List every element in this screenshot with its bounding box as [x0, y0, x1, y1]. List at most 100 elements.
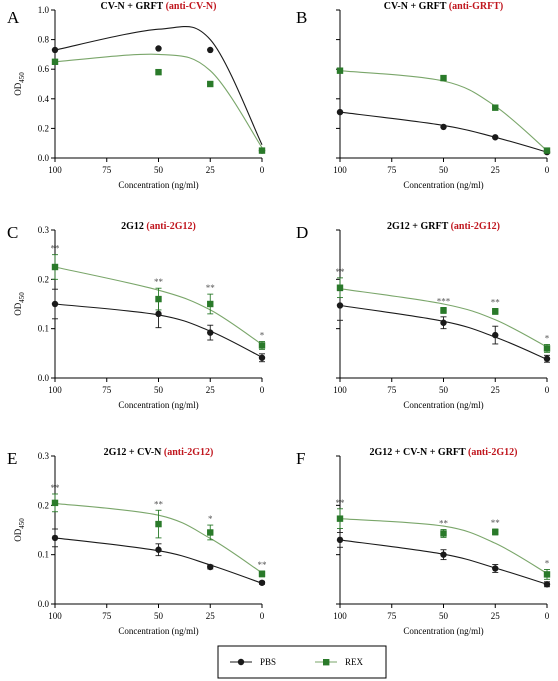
panel-title-highlight: (anti-CV-N): [166, 1, 217, 12]
y-tick-label: 0.0: [38, 153, 50, 163]
legend-marker-pbs: [237, 658, 245, 666]
series-rex-point: [543, 345, 551, 352]
series-pbs-point: [336, 536, 344, 544]
panel-title: CV-N + GRFT (anti-CV-N): [101, 1, 217, 12]
x-tick-label: 25: [206, 385, 216, 395]
x-tick-label: 25: [206, 611, 216, 621]
x-tick-label: 50: [154, 385, 164, 395]
series-rex-point: [51, 263, 59, 271]
significance-marker: ***: [437, 296, 451, 306]
panel-c: C 2G12 (anti-2G12) 0.0 0.1 0.2 0.3 100 75 50 25 0 C…: [7, 221, 266, 410]
series-rex-point: [440, 307, 447, 314]
series-pbs-point: [155, 45, 162, 52]
panel-a: A CV-N + GRFT (anti-CV-N) 0.0 0.2 0.4 0.6 0.8 1…: [7, 1, 266, 190]
series-rex-point: [492, 308, 499, 315]
y-tick-label: 0.1: [38, 550, 49, 560]
legend-label-rex: REX: [345, 657, 364, 667]
panel-title-highlight: (anti-2G12): [451, 221, 500, 232]
x-tick-label: 50: [439, 165, 449, 175]
y-axis-label: OD450: [13, 518, 26, 542]
significance-marker: **: [51, 483, 61, 493]
series-rex-point: [258, 147, 266, 154]
panel-title: 2G12 (anti-2G12): [121, 221, 196, 232]
series-rex-fit-line: [339, 518, 548, 574]
series-rex-fit-line: [54, 266, 263, 345]
y-tick-label: 0.8: [38, 35, 50, 45]
series-pbs-fit-line: [339, 111, 548, 153]
y-tick-label: 0.2: [38, 274, 49, 284]
x-tick-label: 75: [387, 611, 397, 621]
series-pbs-point: [492, 331, 499, 339]
series-rex-point: [440, 530, 447, 537]
x-tick-label: 0: [260, 385, 265, 395]
significance-marker: **: [258, 560, 268, 570]
series-pbs-fit-line: [54, 537, 263, 584]
panel-f: F 2G12 + CV-N + GRFT (anti-2G12) 100 75 50 25…: [296, 447, 551, 636]
x-tick-label: 25: [491, 165, 501, 175]
panel-b: B CV-N + GRFT (anti-GRFT) 100 75 50 25 0 Concen…: [296, 1, 551, 190]
series-rex-point: [155, 520, 162, 528]
series-rex-point: [51, 58, 59, 65]
x-axis-label: Concentration (ng/ml): [118, 180, 198, 190]
significance-marker: *: [545, 333, 550, 343]
panel-title-highlight: (anti-GRFT): [449, 1, 503, 12]
x-tick-label: 100: [48, 165, 62, 175]
panel-letter: E: [7, 449, 17, 468]
panel-d: D 2G12 + GRFT (anti-2G12) 100 75 50 25 0 Concen…: [296, 221, 551, 410]
series-pbs-point: [492, 134, 499, 141]
series-pbs-fit-line: [339, 304, 548, 360]
series-rex-point: [440, 74, 447, 82]
significance-marker: **: [206, 283, 216, 293]
x-tick-label: 75: [102, 165, 112, 175]
series-rex-fit-line: [54, 502, 263, 574]
series-pbs-point: [492, 565, 499, 572]
x-axis-label: Concentration (ng/ml): [118, 626, 198, 636]
y-tick-label: 0.3: [38, 451, 50, 461]
panel-title-main: CV-N + GRFT: [101, 1, 166, 12]
panel-title-main: 2G12 + CV-N: [104, 447, 164, 458]
panel-letter: B: [296, 8, 307, 27]
x-tick-label: 50: [154, 165, 164, 175]
panel-title-highlight: (anti-2G12): [146, 221, 195, 232]
panel-letter: D: [296, 223, 308, 242]
legend-label-pbs: PBS: [260, 657, 276, 667]
panel-title-highlight: (anti-2G12): [164, 447, 213, 458]
x-tick-label: 0: [545, 385, 550, 395]
panel-title-main: 2G12 + CV-N + GRFT: [370, 447, 469, 458]
series-pbs-point: [51, 300, 59, 308]
series-rex-point: [336, 284, 344, 291]
panel-title-highlight: (anti-2G12): [468, 447, 517, 458]
panel-title: 2G12 + CV-N + GRFT (anti-2G12): [370, 447, 518, 458]
series-rex-point: [51, 499, 59, 507]
series-rex-point: [207, 80, 214, 88]
x-tick-label: 75: [102, 385, 112, 395]
series-pbs-point: [51, 534, 59, 542]
series-pbs-fit-line: [54, 26, 263, 145]
series-rex-point: [336, 515, 344, 522]
series-rex-point: [155, 68, 162, 76]
x-axis-label: Concentration (ng/ml): [403, 626, 483, 636]
series-rex-fit-line: [339, 288, 548, 348]
y-tick-label: 0.4: [38, 94, 50, 104]
y-tick-label: 1.0: [38, 5, 50, 15]
series-rex-point: [155, 295, 162, 303]
significance-marker: **: [154, 499, 164, 509]
series-pbs-point: [440, 123, 447, 131]
x-tick-label: 0: [260, 611, 265, 621]
x-tick-label: 100: [333, 385, 347, 395]
significance-marker: **: [439, 519, 449, 529]
series-pbs-fit-line: [54, 303, 263, 358]
panel-letter: A: [7, 8, 20, 27]
x-tick-label: 25: [491, 611, 501, 621]
series-pbs-point: [51, 46, 59, 54]
series-rex-point: [543, 147, 551, 154]
legend: PBS REX: [217, 645, 387, 679]
panel-letter: F: [296, 449, 305, 468]
panel-title: 2G12 + CV-N (anti-2G12): [104, 447, 214, 458]
series-pbs-point: [440, 551, 447, 558]
x-tick-label: 0: [545, 611, 550, 621]
series-rex-point: [258, 570, 266, 578]
legend-marker-rex: [323, 659, 330, 666]
series-rex-point: [492, 528, 499, 536]
series-rex-point: [543, 571, 551, 578]
